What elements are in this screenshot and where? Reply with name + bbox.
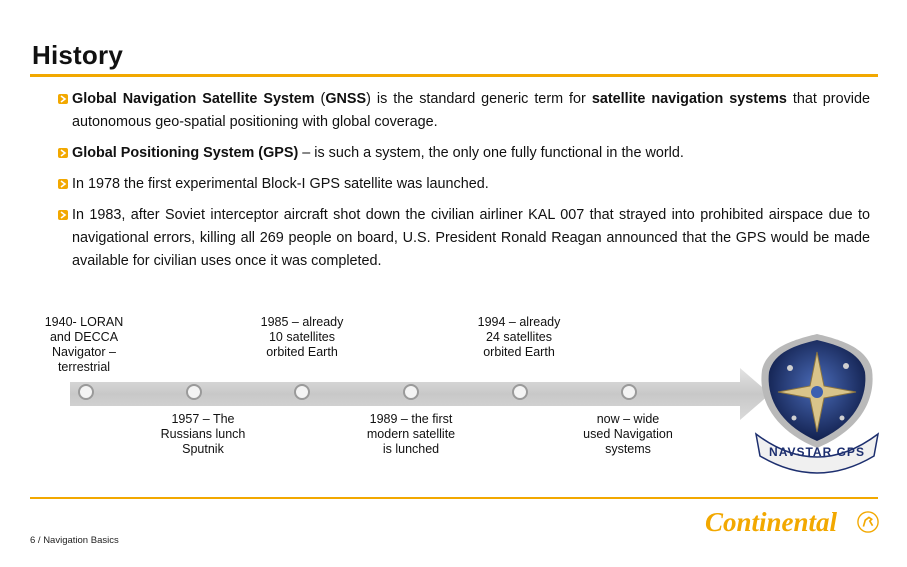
continental-logo-text: Continental — [705, 507, 838, 537]
timeline-label-1989: 1989 – the first modern satellite is lun… — [366, 412, 456, 456]
bullet-list: Global Navigation Satellite System (GNSS… — [58, 88, 870, 281]
bullet-text-gnss-4: ) is the standard generic term for — [366, 91, 592, 107]
timeline-node-1940 — [78, 384, 94, 400]
bullet-item: In 1978 the first experimental Block-I G… — [58, 173, 870, 196]
bullet-text-gps-1: Global Positioning System (GPS) — [72, 145, 299, 161]
emblem-text: NAVSTAR GPS — [769, 445, 865, 459]
bullet-arrow-icon — [58, 210, 68, 220]
bullet-item: Global Positioning System (GPS) – is suc… — [58, 142, 870, 165]
bullet-text-gnss-5: satellite navigation systems — [591, 91, 787, 107]
bullet-text-gnss-2: ( — [314, 91, 326, 107]
page-title: History — [32, 40, 123, 70]
bullet-text-gnss-1: Global Navigation Satellite System — [72, 91, 315, 107]
bullet-text-1983: In 1983, after Soviet interceptor aircra… — [72, 207, 870, 269]
bullet-text-gnss-6: that provide autonomous geo-spatial posi… — [72, 91, 871, 130]
bullet-item: In 1983, after Soviet interceptor aircra… — [58, 204, 870, 273]
bullet-item: Global Navigation Satellite System (GNSS… — [58, 88, 870, 134]
timeline-label-1985: 1985 – already 10 satellites orbited Ear… — [260, 315, 344, 359]
horse-icon — [857, 511, 879, 533]
timeline-node-1985 — [294, 384, 310, 400]
title-underline — [30, 74, 878, 77]
footer-rule — [30, 497, 878, 499]
bullet-text-gnss-3: GNSS — [325, 91, 367, 107]
continental-logo: Continental — [705, 505, 880, 541]
bullet-arrow-icon — [58, 94, 68, 104]
bullet-arrow-icon — [58, 179, 68, 189]
timeline-arrow — [70, 368, 770, 420]
timeline-node-1989 — [403, 384, 419, 400]
timeline-label-1940: 1940- LORAN and DECCA Navigator – terres… — [44, 315, 124, 374]
timeline-node-now — [621, 384, 637, 400]
timeline-label-1994: 1994 – already 24 satellites orbited Ear… — [477, 315, 561, 359]
bullet-arrow-icon — [58, 148, 68, 158]
bullet-text-1978: In 1978 the first experimental Block-I G… — [72, 176, 489, 192]
timeline-node-1994 — [512, 384, 528, 400]
navstar-gps-emblem — [754, 334, 880, 474]
bullet-text-gps-2: – is such a system, the only one fully f… — [298, 145, 684, 161]
timeline-label-now: now – wide used Navigation systems — [583, 412, 673, 456]
timeline-label-1957: 1957 – The Russians lunch Sputnik — [160, 412, 246, 456]
footer-page-label: 6 / Navigation Basics — [30, 535, 119, 546]
timeline-node-1957 — [186, 384, 202, 400]
